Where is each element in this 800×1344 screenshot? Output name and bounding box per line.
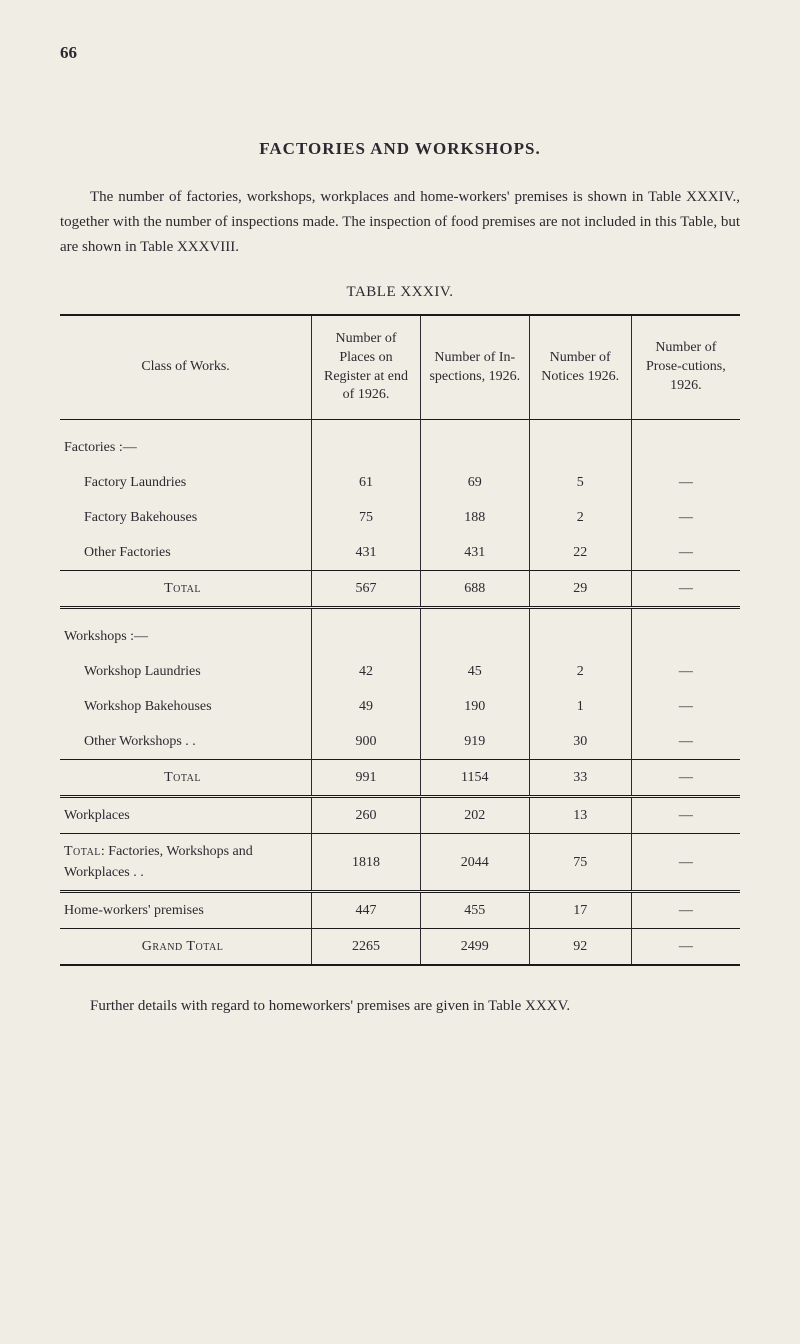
data-table: Class of Works. Number of Places on Regi… bbox=[60, 314, 740, 967]
cell: 45 bbox=[420, 654, 529, 689]
bottom-rule bbox=[60, 965, 740, 966]
grand-total-row: Grand Total 2265 2499 92 — bbox=[60, 929, 740, 966]
cell: 61 bbox=[312, 465, 421, 500]
grand-total-text: Grand Total bbox=[142, 939, 224, 954]
cell: — bbox=[631, 724, 740, 760]
cell: 567 bbox=[312, 571, 421, 608]
cell: 1818 bbox=[312, 834, 421, 892]
col-header-notices: Number of Notices 1926. bbox=[529, 315, 631, 420]
cell: 190 bbox=[420, 689, 529, 724]
col-header-inspections: Number of In-spections, 1926. bbox=[420, 315, 529, 420]
group-heading: Workshops :— bbox=[60, 619, 312, 654]
cell: — bbox=[631, 465, 740, 500]
cell: 75 bbox=[529, 834, 631, 892]
table-row: Other Workshops . . 900 919 30 — bbox=[60, 724, 740, 760]
total-row: Total 567 688 29 — bbox=[60, 571, 740, 608]
cell: — bbox=[631, 834, 740, 892]
row-label: Home-workers' premises bbox=[60, 892, 312, 929]
total-prefix: Total bbox=[64, 844, 101, 859]
cell: — bbox=[631, 797, 740, 834]
col-header-prosecutions: Number of Prose-cutions, 1926. bbox=[631, 315, 740, 420]
table-header-row: Class of Works. Number of Places on Regi… bbox=[60, 315, 740, 420]
cell: 2265 bbox=[312, 929, 421, 966]
cell: — bbox=[631, 689, 740, 724]
cell: 688 bbox=[420, 571, 529, 608]
cell: 42 bbox=[312, 654, 421, 689]
group-heading-row: Factories :— bbox=[60, 430, 740, 465]
rule-double bbox=[60, 608, 740, 620]
cell: 919 bbox=[420, 724, 529, 760]
total-row: Total 991 1154 33 — bbox=[60, 760, 740, 797]
row-label: Workshop Bakehouses bbox=[60, 689, 312, 724]
group-heading-row: Workshops :— bbox=[60, 619, 740, 654]
row-label: Other Workshops . . bbox=[60, 724, 312, 760]
cell: 188 bbox=[420, 500, 529, 535]
table-row: Workshop Bakehouses 49 190 1 — bbox=[60, 689, 740, 724]
cell: 2 bbox=[529, 654, 631, 689]
col-header-class: Class of Works. bbox=[60, 315, 312, 420]
cell: 30 bbox=[529, 724, 631, 760]
cell: 75 bbox=[312, 500, 421, 535]
cell: 2499 bbox=[420, 929, 529, 966]
row-label: Workshop Laundries bbox=[60, 654, 312, 689]
total-text: Total bbox=[164, 581, 201, 596]
cell: 17 bbox=[529, 892, 631, 929]
row-label: Factory Bakehouses bbox=[60, 500, 312, 535]
cell: 447 bbox=[312, 892, 421, 929]
section-title: FACTORIES AND WORKSHOPS. bbox=[60, 136, 740, 162]
table-row: Factory Bakehouses 75 188 2 — bbox=[60, 500, 740, 535]
table-row: Home-workers' premises 447 455 17 — bbox=[60, 892, 740, 929]
cell: — bbox=[631, 929, 740, 966]
cell: 5 bbox=[529, 465, 631, 500]
total-row: Total: Factories, Workshops and Workplac… bbox=[60, 834, 740, 892]
cell: 13 bbox=[529, 797, 631, 834]
cell: 69 bbox=[420, 465, 529, 500]
row-label: Other Factories bbox=[60, 535, 312, 571]
page-number: 66 bbox=[60, 40, 740, 66]
cell: 33 bbox=[529, 760, 631, 797]
cell: 1 bbox=[529, 689, 631, 724]
cell: — bbox=[631, 500, 740, 535]
cell: — bbox=[631, 892, 740, 929]
col-header-places: Number of Places on Register at end of 1… bbox=[312, 315, 421, 420]
cell: 455 bbox=[420, 892, 529, 929]
row-label: Total: Factories, Workshops and Workplac… bbox=[60, 834, 312, 892]
cell: 2 bbox=[529, 500, 631, 535]
total-text: Total bbox=[164, 770, 201, 785]
table-row: Factory Laundries 61 69 5 — bbox=[60, 465, 740, 500]
cell: 22 bbox=[529, 535, 631, 571]
table-row: Other Factories 431 431 22 — bbox=[60, 535, 740, 571]
cell: — bbox=[631, 760, 740, 797]
group-heading: Factories :— bbox=[60, 430, 312, 465]
intro-paragraph: The number of factories, workshops, work… bbox=[60, 185, 740, 259]
cell: 260 bbox=[312, 797, 421, 834]
cell: 431 bbox=[420, 535, 529, 571]
cell: — bbox=[631, 571, 740, 608]
total-label: Total bbox=[60, 760, 312, 797]
rule bbox=[60, 420, 740, 431]
cell: 900 bbox=[312, 724, 421, 760]
row-label: Workplaces bbox=[60, 797, 312, 834]
total-label: Total bbox=[60, 571, 312, 608]
cell: 2044 bbox=[420, 834, 529, 892]
row-label: Factory Laundries bbox=[60, 465, 312, 500]
cell: — bbox=[631, 535, 740, 571]
cell: 49 bbox=[312, 689, 421, 724]
table-row: Workshop Laundries 42 45 2 — bbox=[60, 654, 740, 689]
grand-total-label: Grand Total bbox=[60, 929, 312, 966]
cell: 991 bbox=[312, 760, 421, 797]
cell: 202 bbox=[420, 797, 529, 834]
cell: 1154 bbox=[420, 760, 529, 797]
table-label: TABLE XXXIV. bbox=[60, 281, 740, 304]
cell: 431 bbox=[312, 535, 421, 571]
table-row: Workplaces 260 202 13 — bbox=[60, 797, 740, 834]
footer-paragraph: Further details with regard to homeworke… bbox=[60, 994, 740, 1019]
cell: 29 bbox=[529, 571, 631, 608]
cell: — bbox=[631, 654, 740, 689]
cell: 92 bbox=[529, 929, 631, 966]
